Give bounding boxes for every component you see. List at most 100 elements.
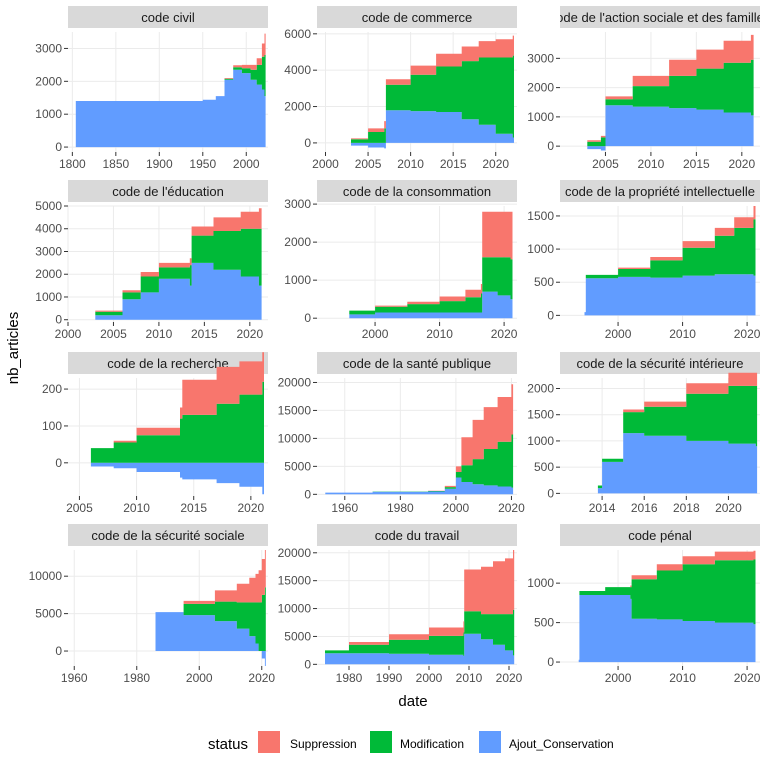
legend-label: Suppression <box>290 737 357 751</box>
x-tick-label: 2000 <box>55 327 82 341</box>
facet-strip-title: code de la sécurité intérieure <box>577 356 744 371</box>
y-tick-label: 2000 <box>527 81 554 95</box>
y-tick-label: 15000 <box>278 403 312 417</box>
legend-label: Ajout_Conservation <box>509 737 614 751</box>
x-tick-label: 2000 <box>186 671 213 685</box>
y-tick-label: 1500 <box>527 408 554 422</box>
facet-strip <box>317 352 517 374</box>
series-area-modification <box>325 609 515 656</box>
x-axis-title: date <box>398 693 427 710</box>
y-tick-label: 1000 <box>527 434 554 448</box>
y-tick-label: 200 <box>42 382 62 396</box>
x-tick-label: 2020 <box>496 671 523 685</box>
facet-panel: code de la santé publique 0 5000 10000 15000… <box>278 352 525 515</box>
series-area-ajout-conservation <box>569 105 754 151</box>
facet-strip <box>317 524 517 546</box>
x-tick-label: 1980 <box>387 501 414 515</box>
x-tick-label: 2020 <box>728 157 755 171</box>
facet-panel: code du travail 0 5000 10000 15000 20000 1980 1… <box>278 524 523 685</box>
y-tick-label: 1000 <box>527 576 554 590</box>
x-tick-label: 2010 <box>397 157 424 171</box>
y-tick-label: 0 <box>547 308 554 322</box>
series-area-ajout-conservation <box>74 612 266 666</box>
series-area-suppression <box>329 211 513 319</box>
x-tick-label: 1960 <box>331 501 358 515</box>
x-tick-label: 2000 <box>312 157 339 171</box>
x-tick-label: 2010 <box>669 327 696 341</box>
x-tick-label: 2020 <box>734 671 761 685</box>
y-tick-label: 10000 <box>278 431 312 445</box>
x-tick-label: 2015 <box>180 501 207 515</box>
y-tick-label: 100 <box>42 419 62 433</box>
legend-label: Modification <box>400 737 464 751</box>
x-tick-label: 1980 <box>123 671 150 685</box>
x-tick-label: 2005 <box>355 157 382 171</box>
x-tick-label: 2000 <box>443 501 470 515</box>
y-tick-label: 5000 <box>284 459 311 473</box>
y-tick-label: 3000 <box>35 244 62 258</box>
series-area-ajout-conservation <box>566 595 756 663</box>
x-tick-label: 2000 <box>233 157 260 171</box>
series-area-modification <box>566 219 756 316</box>
y-tick-label: 3000 <box>527 51 554 65</box>
x-tick-label: 2018 <box>673 501 700 515</box>
series-area-ajout-conservation <box>73 462 264 495</box>
facet-strip <box>560 524 760 546</box>
series-area-suppression <box>325 384 514 493</box>
x-tick-label: 2005 <box>100 327 127 341</box>
x-tick-label: 2020 <box>236 327 263 341</box>
y-tick-label: 5000 <box>35 199 62 213</box>
x-tick-label: 2020 <box>491 327 518 341</box>
x-tick-label: 1960 <box>61 671 88 685</box>
facet-panel: code de la sécurité intérieure 0 500 1000 15… <box>527 352 760 515</box>
x-tick-label: 2020 <box>498 501 525 515</box>
series-area-ajout-conservation <box>325 633 515 665</box>
series-area-ajout-conservation <box>68 262 262 320</box>
series-area-ajout-conservation <box>325 477 514 495</box>
y-tick-label: 5000 <box>35 607 62 621</box>
x-tick-label: 1980 <box>336 671 363 685</box>
x-tick-label: 2010 <box>146 327 173 341</box>
facet-strip <box>68 6 268 28</box>
x-tick-label: 2005 <box>66 501 93 515</box>
x-tick-label: 2020 <box>715 501 742 515</box>
facet-panel: code de la consommation 0 1000 2000 3000 2000… <box>284 180 518 341</box>
x-tick-label: 1950 <box>189 157 216 171</box>
facet-strip-title: code de la recherche <box>107 356 228 371</box>
series-area-modification <box>566 559 756 663</box>
y-tick-label: 1000 <box>527 110 554 124</box>
y-tick-label: 2000 <box>35 267 62 281</box>
facet-strip <box>560 6 760 28</box>
x-tick-label: 2010 <box>456 671 483 685</box>
facet-panel: code de l'action sociale et des familles… <box>527 6 760 171</box>
y-tick-label: 4000 <box>284 63 311 77</box>
facet-panel: code civil 0 1000 2000 3000 1800 1850 1900 1950 2… <box>35 6 268 171</box>
x-tick-label: 2020 <box>482 157 509 171</box>
y-tick-label: 2000 <box>35 74 62 88</box>
y-tick-label: 0 <box>55 313 62 327</box>
y-tick-label: 0 <box>304 311 311 325</box>
y-tick-label: 20000 <box>278 546 312 560</box>
y-tick-label: 2000 <box>284 100 311 114</box>
facet-strip-title: code du travail <box>375 528 460 543</box>
series-area-ajout-conservation <box>566 274 756 316</box>
legend-key <box>258 731 280 753</box>
y-tick-label: 500 <box>534 616 554 630</box>
legend-key <box>479 731 501 753</box>
series-area-modification <box>329 257 513 319</box>
x-tick-label: 2020 <box>238 501 265 515</box>
facet-strip <box>68 524 268 546</box>
series-area-modification <box>73 381 264 463</box>
x-tick-label: 1990 <box>376 671 403 685</box>
facet-strip <box>317 180 517 202</box>
series-area-modification <box>74 587 266 651</box>
facet-strip <box>560 180 760 202</box>
series-area-ajout-conservation <box>329 291 513 319</box>
facet-panel: code pénal 0 500 1000 2000 2010 2020 <box>527 524 761 685</box>
x-tick-label: 1800 <box>59 157 86 171</box>
x-tick-label: 2000 <box>605 671 632 685</box>
x-tick-label: 2000 <box>362 327 389 341</box>
y-tick-label: 0 <box>304 657 311 671</box>
